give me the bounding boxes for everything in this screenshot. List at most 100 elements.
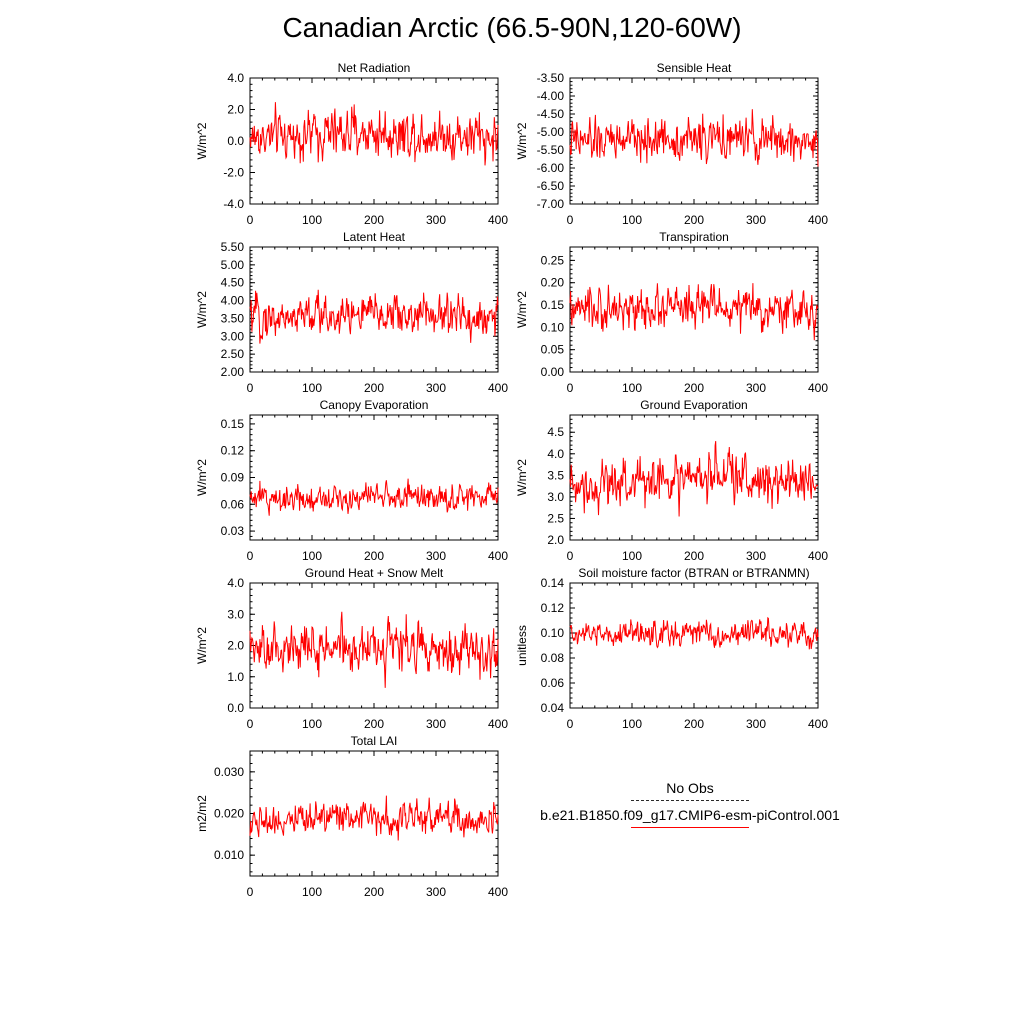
panel-title: Net Radiation — [338, 61, 411, 75]
panel-3: Latent Heat W/m^2 0 100 200 300 400 2.00 2.50 3.0… — [195, 230, 508, 395]
y-tick-label: -7.00 — [537, 197, 565, 211]
panel-title: Latent Heat — [343, 230, 406, 244]
y-tick-label: 2.0 — [547, 533, 564, 547]
x-tick-label: 100 — [302, 213, 322, 227]
x-tick-label: 200 — [364, 717, 384, 731]
series-line — [249, 289, 499, 344]
y-tick-label: -2.0 — [223, 166, 244, 180]
x-tick-label: 400 — [488, 381, 508, 395]
x-tick-label: 0 — [567, 549, 574, 563]
y-tick-label: 0.05 — [541, 343, 565, 357]
series-line — [249, 795, 499, 841]
y-tick-label: 0.06 — [541, 676, 565, 690]
plot-frame — [569, 582, 819, 709]
x-tick-label: 300 — [426, 717, 446, 731]
panel-title: Total LAI — [351, 734, 398, 748]
y-tick-label: 2.0 — [227, 639, 244, 653]
x-tick-label: 0 — [567, 717, 574, 731]
y-axis-label: unitless — [515, 625, 529, 666]
y-tick-label: 5.00 — [221, 258, 245, 272]
x-tick-label: 300 — [426, 381, 446, 395]
y-tick-label: 0.04 — [541, 701, 565, 715]
panel-title: Transpiration — [659, 230, 729, 244]
y-tick-label: 0.00 — [541, 365, 565, 379]
x-tick-label: 100 — [302, 717, 322, 731]
y-tick-label: 2.0 — [227, 103, 244, 117]
y-tick-label: -5.00 — [537, 125, 565, 139]
x-tick-label: 400 — [808, 549, 828, 563]
series-line — [249, 102, 499, 166]
series-line — [569, 109, 819, 167]
x-tick-label: 200 — [684, 717, 704, 731]
y-tick-label: 0.12 — [221, 444, 245, 458]
y-tick-label: 4.5 — [547, 425, 564, 439]
y-axis-label: W/m^2 — [515, 122, 529, 159]
y-tick-label: 0.010 — [214, 848, 244, 862]
panel-7: Ground Heat + Snow Melt W/m^2 0 100 200 300 40… — [195, 566, 508, 731]
panel-5: Canopy Evaporation W/m^2 0 100 200 300 400 0.03… — [195, 398, 508, 563]
y-tick-label: -4.00 — [537, 89, 565, 103]
y-axis-label: W/m^2 — [195, 122, 209, 159]
x-tick-label: 0 — [567, 381, 574, 395]
y-tick-label: 0.08 — [541, 651, 565, 665]
x-tick-label: 0 — [247, 213, 254, 227]
panel-4: Transpiration W/m^2 0 100 200 300 400 0.00 0.05 0… — [515, 230, 828, 395]
y-tick-label: 0.20 — [541, 276, 565, 290]
y-axis-label: W/m^2 — [515, 291, 529, 328]
y-tick-label: 4.0 — [227, 71, 244, 85]
x-tick-label: 400 — [488, 213, 508, 227]
x-tick-label: 200 — [684, 549, 704, 563]
x-tick-label: 400 — [488, 549, 508, 563]
x-tick-label: 300 — [426, 549, 446, 563]
x-tick-label: 100 — [302, 549, 322, 563]
series-line — [249, 478, 499, 516]
y-tick-label: -4.50 — [537, 107, 565, 121]
x-tick-label: 400 — [808, 381, 828, 395]
x-tick-label: 100 — [302, 381, 322, 395]
panel-title: Ground Evaporation — [640, 398, 747, 412]
y-tick-label: 0.09 — [221, 471, 245, 485]
panel-title: Canopy Evaporation — [320, 398, 429, 412]
x-tick-label: 0 — [247, 381, 254, 395]
x-tick-label: 300 — [426, 885, 446, 899]
y-tick-label: -4.0 — [223, 197, 244, 211]
y-tick-label: 2.50 — [221, 347, 245, 361]
y-tick-label: 5.50 — [221, 240, 245, 254]
panel-2: Sensible Heat W/m^2 0 100 200 300 400 -7.00 -6.5… — [515, 61, 828, 227]
y-tick-label: 2.00 — [221, 365, 245, 379]
x-tick-label: 300 — [426, 213, 446, 227]
y-tick-label: -5.50 — [537, 143, 565, 157]
y-tick-label: 4.00 — [221, 294, 245, 308]
series-line — [569, 616, 819, 650]
y-tick-label: 0.15 — [541, 298, 565, 312]
panel-6: Ground Evaporation W/m^2 0 100 200 300 400 2.0 2… — [515, 398, 828, 563]
series-line — [569, 441, 819, 517]
y-axis-label: W/m^2 — [195, 627, 209, 664]
y-tick-label: 3.50 — [221, 311, 245, 325]
y-tick-label: 3.5 — [547, 468, 564, 482]
y-tick-label: 3.0 — [227, 607, 244, 621]
x-tick-label: 0 — [247, 549, 254, 563]
x-tick-label: 300 — [746, 549, 766, 563]
series-line — [569, 283, 819, 341]
y-tick-label: 1.0 — [227, 670, 244, 684]
x-tick-label: 400 — [808, 213, 828, 227]
legend-label-model: b.e21.B1850.f09_g17.CMIP6-esm-piControl.… — [540, 807, 840, 823]
x-tick-label: 200 — [684, 213, 704, 227]
y-tick-label: 2.5 — [547, 511, 564, 525]
x-tick-label: 400 — [808, 717, 828, 731]
legend: No Obs b.e21.B1850.f09_g17.CMIP6-esm-piC… — [520, 778, 860, 828]
plot-frame — [249, 750, 499, 877]
panel-9: Total LAI m2/m2 0 100 200 300 400 0.010 0.020 0.0… — [195, 734, 508, 899]
x-tick-label: 200 — [364, 549, 384, 563]
y-tick-label: 0.0 — [227, 701, 244, 715]
panel-1: Net Radiation W/m^2 0 100 200 300 400 -4.0 -2.0 0… — [195, 61, 508, 227]
y-tick-label: 0.15 — [221, 417, 245, 431]
x-tick-label: 100 — [622, 717, 642, 731]
figure-title: Canadian Arctic (66.5-90N,120-60W) — [282, 12, 742, 43]
x-tick-label: 200 — [364, 885, 384, 899]
plot-frame — [249, 246, 499, 373]
plot-frame — [249, 414, 499, 541]
y-tick-label: 0.020 — [214, 807, 244, 821]
